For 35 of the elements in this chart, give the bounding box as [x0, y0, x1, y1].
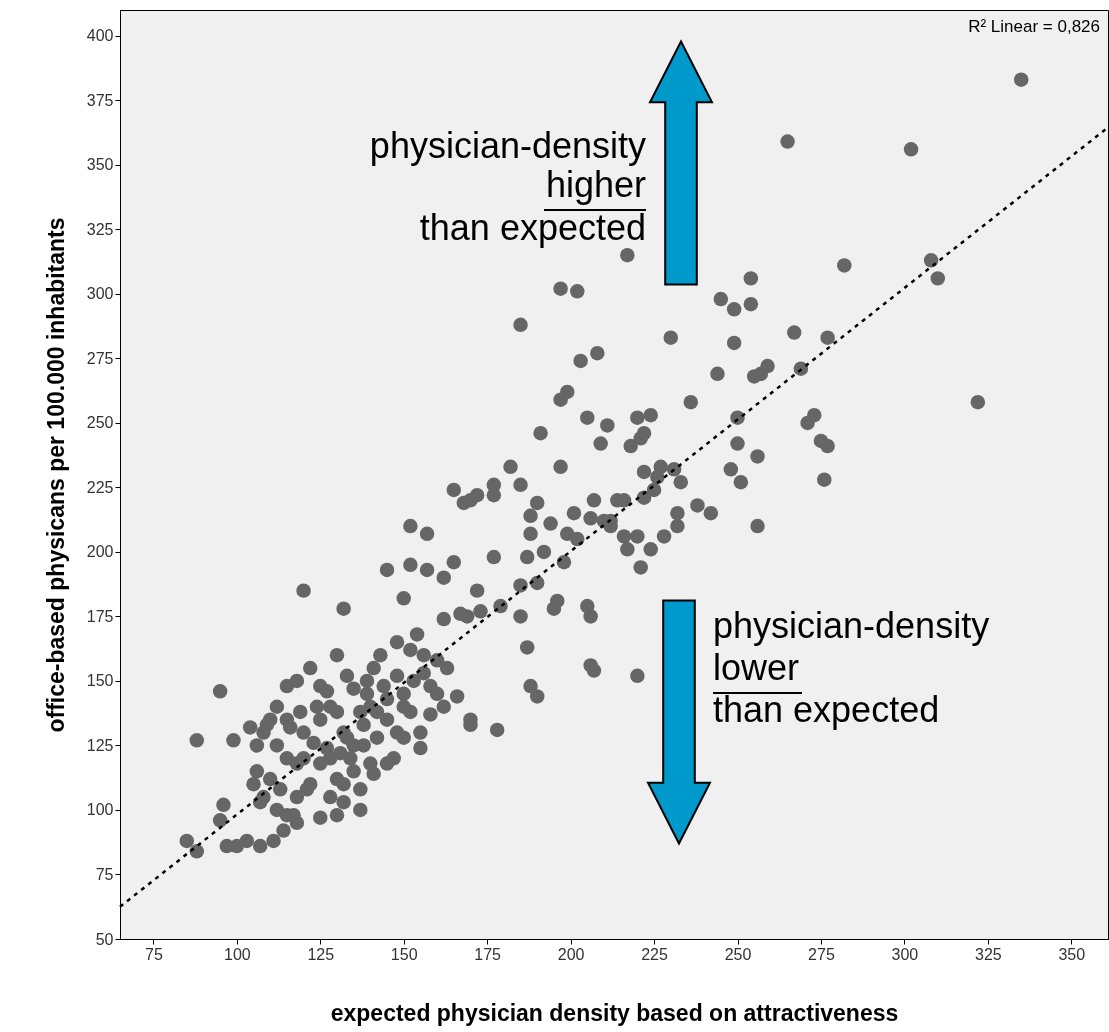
x-tick-label: 150 — [390, 945, 418, 963]
annotation: lower — [713, 647, 800, 688]
y-tick-label: 300 — [86, 285, 114, 303]
y-tick-label: 175 — [86, 607, 114, 625]
annotation: physician-density — [369, 125, 646, 166]
x-tick-label: 125 — [307, 945, 335, 963]
annotation: R² Linear = 0,826 — [968, 17, 1100, 36]
y-tick-label: 400 — [86, 27, 114, 45]
x-tick-label: 100 — [223, 945, 251, 963]
x-tick-label: 175 — [474, 945, 502, 963]
y-tick-label: 100 — [86, 801, 114, 819]
x-tick-label: 300 — [891, 945, 919, 963]
y-axis-title: office-based physicans per 100.000 inhabitants — [42, 217, 69, 733]
y-tick-label: 325 — [86, 220, 114, 238]
y-tick-label: 275 — [86, 349, 114, 367]
y-tick-label: 75 — [95, 865, 114, 883]
y-tick-label: 375 — [86, 91, 114, 109]
annotation: than expected — [419, 207, 646, 248]
x-tick-label: 275 — [808, 945, 835, 963]
y-tick-label: 50 — [95, 930, 114, 948]
x-tick-label: 75 — [144, 945, 163, 963]
y-tick-label: 225 — [86, 478, 114, 496]
annotation: physician-density — [713, 605, 990, 646]
y-tick-label: 150 — [86, 672, 114, 690]
x-tick-label: 250 — [724, 945, 752, 963]
y-tick-label: 350 — [86, 156, 114, 174]
x-tick-label: 350 — [1058, 945, 1086, 963]
y-tick-label: 125 — [86, 736, 114, 754]
annotation: than expected — [713, 689, 940, 730]
x-tick-label: 200 — [557, 945, 585, 963]
y-tick-label: 200 — [86, 543, 114, 561]
x-tick-label: 225 — [641, 945, 668, 963]
x-axis-title: expected physician density based on attractiveness — [330, 999, 899, 1026]
x-tick-label: 325 — [974, 945, 1002, 963]
y-tick-label: 250 — [86, 414, 114, 432]
